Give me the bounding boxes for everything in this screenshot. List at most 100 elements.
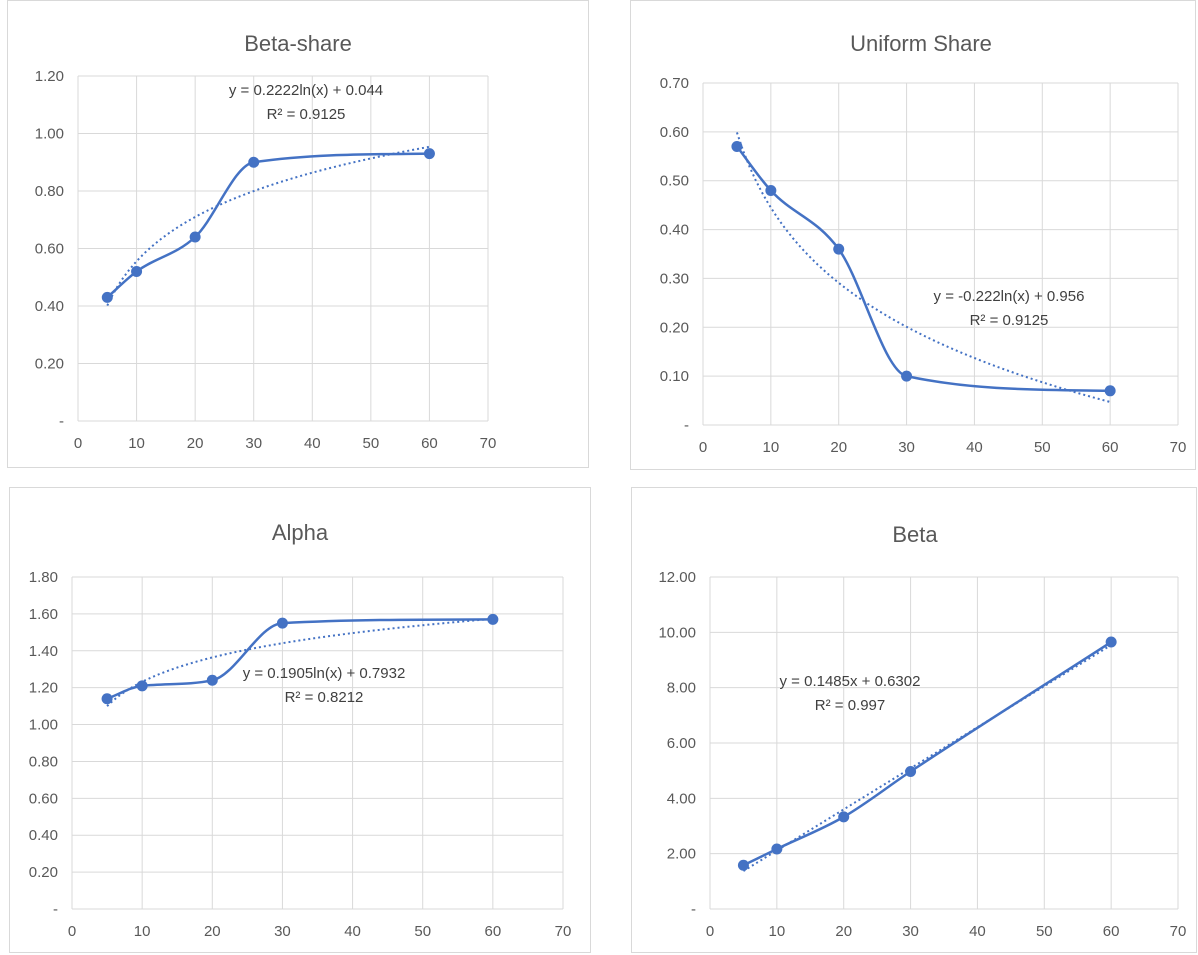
y-tick-label: 1.20 (29, 680, 58, 697)
data-point (731, 141, 743, 153)
data-point (737, 859, 749, 871)
uniform-share-plot: Uniform Share - 0.10 0.20 0.30 0.40 0.50 0.60 0.… (660, 31, 1187, 456)
y-tick-label: 1.80 (29, 569, 58, 586)
beta-share-plot: Beta-share - 0.20 0.40 0.60 0.80 1.00 1.20 0 10 20… (35, 31, 497, 452)
x-tick-label: 10 (134, 923, 151, 940)
trendline-equation: y = 0.2222ln(x) + 0.044 (229, 82, 383, 99)
y-tick-label: 6.00 (667, 735, 696, 752)
y-tick-label: 0.20 (35, 356, 64, 373)
x-tick-label: 40 (304, 435, 321, 452)
x-tick-label: 50 (1034, 439, 1051, 456)
alpha-plot: Alpha - 0.20 0.40 0.60 0.80 1.00 1.20 1.40 1.60 1.… (29, 520, 572, 940)
x-tick-label: 20 (204, 923, 221, 940)
data-point (901, 370, 913, 382)
data-point (487, 613, 499, 625)
data-point (838, 811, 850, 823)
data-point (765, 184, 777, 196)
y-tick-label: 1.60 (29, 606, 58, 623)
y-tick-label: 2.00 (667, 846, 696, 863)
y-tick-label: 0.60 (35, 241, 64, 258)
beta-share-chart: Beta-share - 0.20 0.40 0.60 0.80 1.00 1.20 0 10 20… (7, 0, 589, 468)
y-tick-label: 0.80 (35, 183, 64, 200)
data-point (833, 243, 845, 255)
trendline-r-squared: R² = 0.997 (815, 697, 885, 714)
y-tick-label: 0.60 (29, 790, 58, 807)
x-tick-label: 50 (1036, 923, 1053, 940)
x-tick-label: 0 (68, 923, 76, 940)
y-tick-label: 1.00 (35, 126, 64, 143)
trendline (735, 132, 1111, 403)
x-tick-label: 50 (414, 923, 431, 940)
y-tick-label: 0.40 (35, 298, 64, 315)
x-tick-label: 20 (835, 923, 852, 940)
y-tick-label: - (691, 901, 696, 918)
trendline-equation: y = 0.1485x + 0.6302 (780, 673, 921, 690)
trendline (742, 644, 1112, 872)
data-point (423, 148, 435, 160)
data-point (101, 693, 113, 705)
y-tick-label: 10.00 (658, 624, 696, 641)
trendline-r-squared: R² = 0.9125 (267, 106, 346, 123)
chart-title: Beta (892, 522, 938, 547)
x-tick-label: 60 (485, 923, 502, 940)
data-point (1104, 385, 1116, 397)
trendline-r-squared: R² = 0.9125 (970, 312, 1049, 329)
x-tick-label: 40 (966, 439, 983, 456)
chart-title: Alpha (272, 520, 329, 545)
x-tick-label: 0 (706, 923, 714, 940)
x-tick-label: 70 (555, 923, 572, 940)
x-tick-label: 40 (344, 923, 361, 940)
x-tick-label: 50 (363, 435, 380, 452)
y-tick-label: 0.20 (660, 319, 689, 336)
y-tick-label: 0.60 (660, 124, 689, 141)
y-tick-label: - (53, 901, 58, 918)
data-point (131, 266, 143, 277)
beta-plot: Beta - 2.00 4.00 6.00 8.00 10.00 12.00 0 10 20 30 40… (658, 522, 1187, 940)
x-tick-label: 70 (1170, 923, 1187, 940)
y-tick-label: 1.20 (35, 68, 64, 85)
y-tick-label: 4.00 (667, 790, 696, 807)
data-point (206, 674, 218, 686)
y-tick-label: 12.00 (658, 569, 696, 586)
uniform-share-chart: Uniform Share - 0.10 0.20 0.30 0.40 0.50 0.60 0.… (630, 0, 1196, 470)
x-tick-label: 30 (902, 923, 919, 940)
x-tick-label: 40 (969, 923, 986, 940)
y-tick-label: 0.70 (660, 75, 689, 92)
y-tick-label: 0.40 (29, 827, 58, 844)
y-tick-label: 0.20 (29, 864, 58, 881)
x-tick-label: 20 (830, 439, 847, 456)
x-tick-label: 30 (898, 439, 915, 456)
series-line (735, 145, 1111, 393)
y-tick-label: - (684, 417, 689, 434)
chart-title: Uniform Share (850, 31, 992, 56)
y-tick-label: 0.40 (660, 222, 689, 239)
data-point (771, 843, 783, 855)
y-tick-label: - (59, 413, 64, 430)
series-line (106, 152, 430, 299)
y-tick-label: 0.80 (29, 753, 58, 770)
x-tick-label: 70 (1170, 439, 1187, 456)
data-point (276, 617, 288, 629)
x-tick-label: 20 (187, 435, 204, 452)
trendline (106, 145, 430, 306)
trendline-equation: y = 0.1905ln(x) + 0.7932 (243, 665, 406, 682)
trendline (106, 617, 493, 707)
data-point (189, 231, 201, 243)
series-line (106, 618, 493, 700)
x-tick-label: 10 (763, 439, 780, 456)
beta-chart: Beta - 2.00 4.00 6.00 8.00 10.00 12.00 0 10 20 30 40… (631, 487, 1197, 953)
x-tick-label: 0 (74, 435, 82, 452)
x-tick-label: 60 (421, 435, 438, 452)
x-tick-label: 10 (128, 435, 145, 452)
y-tick-label: 0.10 (660, 368, 689, 385)
trendline-equation: y = -0.222ln(x) + 0.956 (934, 288, 1085, 305)
y-tick-label: 1.00 (29, 717, 58, 734)
y-tick-label: 0.30 (660, 270, 689, 287)
trendline-r-squared: R² = 0.8212 (285, 689, 364, 706)
x-tick-label: 70 (480, 435, 497, 452)
y-tick-label: 8.00 (667, 680, 696, 697)
data-point (136, 680, 148, 692)
x-tick-label: 30 (245, 435, 262, 452)
x-tick-label: 10 (769, 923, 786, 940)
alpha-chart: Alpha - 0.20 0.40 0.60 0.80 1.00 1.20 1.40 1.60 1.… (9, 487, 591, 953)
